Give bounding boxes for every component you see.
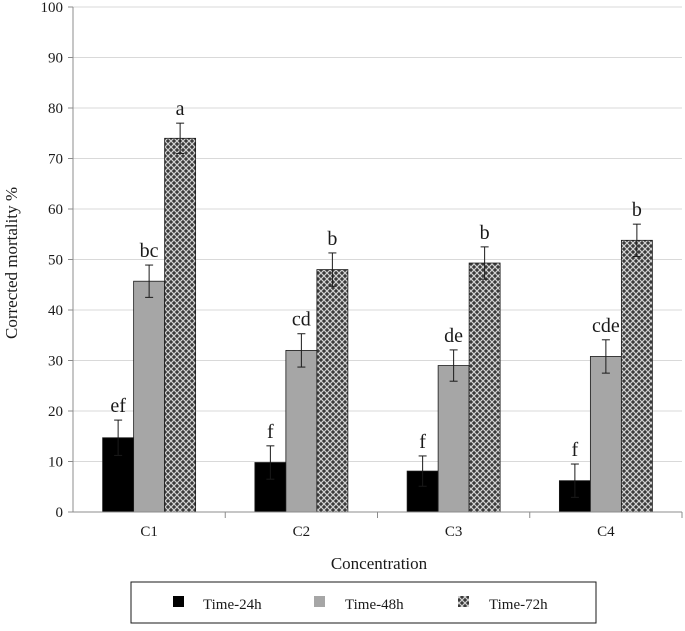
y-tick-label-90: 90 bbox=[48, 51, 63, 67]
legend-label-time-48h: Time-48h bbox=[345, 597, 404, 613]
y-tick-label-20: 20 bbox=[48, 404, 63, 420]
sig-label-time-24h-c3: f bbox=[419, 431, 426, 453]
bar-time-48h-c3 bbox=[437, 365, 470, 513]
sig-label-time-24h-c1: ef bbox=[110, 395, 126, 417]
error-bar-time-48h-c2 bbox=[297, 333, 306, 368]
error-bar-time-72h-c2 bbox=[328, 252, 337, 287]
sig-label-time-48h-c3: de bbox=[444, 325, 463, 347]
sig-label-time-24h-c4: f bbox=[572, 439, 579, 461]
sig-label-time-48h-c4: cde bbox=[592, 315, 620, 337]
x-axis-title: Concentration bbox=[331, 554, 428, 573]
error-bar-time-48h-c3 bbox=[449, 349, 458, 382]
sig-label-time-48h-c1: bc bbox=[140, 240, 159, 262]
bar-time-72h-c1 bbox=[164, 137, 197, 513]
legend-swatch-time-24h bbox=[173, 596, 184, 607]
legend-swatch-time-72h bbox=[458, 596, 469, 607]
x-tick-label-c2: C2 bbox=[293, 524, 311, 540]
bar-time-48h-c2 bbox=[285, 349, 318, 513]
y-axis-title: Corrected mortality % bbox=[2, 187, 21, 339]
sig-label-time-72h-c2: b bbox=[327, 228, 337, 250]
error-bar-time-24h-c2 bbox=[266, 445, 275, 480]
y-tick-label-0: 0 bbox=[56, 505, 64, 521]
legend-label-time-24h: Time-24h bbox=[203, 597, 262, 613]
y-tick-label-40: 40 bbox=[48, 303, 63, 319]
error-bar-time-72h-c1 bbox=[176, 122, 185, 154]
y-tick-label-50: 50 bbox=[48, 253, 63, 269]
sig-label-time-72h-c1: a bbox=[176, 98, 185, 120]
legend-swatch-time-48h bbox=[314, 596, 325, 607]
bar-time-72h-c2 bbox=[316, 269, 349, 513]
error-bar-time-48h-c1 bbox=[145, 264, 154, 298]
y-tick-label-70: 70 bbox=[48, 152, 63, 168]
error-bar-time-48h-c4 bbox=[601, 339, 610, 374]
legend: Time-24h Time-48h Time-72h bbox=[130, 581, 597, 624]
error-bar-time-24h-c4 bbox=[570, 463, 579, 498]
y-tick-label-10: 10 bbox=[48, 455, 63, 471]
bars-group: ef bc a f cd b f de b f cde b bbox=[102, 98, 653, 513]
bar-time-48h-c1 bbox=[133, 280, 166, 513]
x-tick-label-c3: C3 bbox=[445, 524, 463, 540]
sig-label-time-72h-c4: b bbox=[632, 199, 642, 221]
sig-label-time-72h-c3: b bbox=[480, 222, 490, 244]
sig-label-time-24h-c2: f bbox=[267, 421, 274, 443]
x-tick-label-c4: C4 bbox=[597, 524, 615, 540]
sig-label-time-48h-c2: cd bbox=[292, 309, 311, 331]
bar-time-72h-c3 bbox=[468, 262, 501, 513]
bar-time-48h-c4 bbox=[589, 356, 622, 513]
y-tick-label-80: 80 bbox=[48, 101, 63, 117]
bar-time-72h-c4 bbox=[620, 239, 653, 513]
legend-label-time-72h: Time-72h bbox=[489, 597, 548, 613]
y-tick-label-60: 60 bbox=[48, 202, 63, 218]
error-bar-time-72h-c4 bbox=[632, 223, 641, 257]
y-tick-label-100: 100 bbox=[41, 0, 64, 16]
axes-group: 0 10 20 30 40 50 60 70 80 90 100 C1 C2 C3 C4 bbox=[41, 0, 683, 540]
error-bar-time-72h-c3 bbox=[480, 246, 489, 280]
error-bar-time-24h-c3 bbox=[418, 455, 427, 487]
x-tick-label-c1: C1 bbox=[140, 524, 158, 540]
legend-frame bbox=[130, 581, 597, 624]
y-tick-label-30: 30 bbox=[48, 354, 63, 370]
error-bar-time-24h-c1 bbox=[114, 419, 123, 456]
